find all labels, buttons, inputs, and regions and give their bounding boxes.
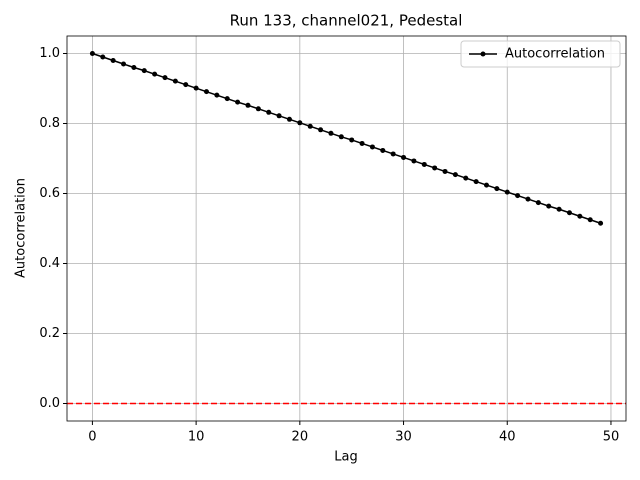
point — [535, 200, 541, 206]
x-tick-label: 30 — [395, 430, 412, 445]
point — [328, 130, 334, 136]
point — [473, 179, 479, 185]
point — [224, 96, 230, 102]
point — [369, 144, 375, 150]
point — [193, 85, 199, 91]
point — [286, 116, 292, 122]
point — [100, 54, 106, 60]
point — [162, 75, 168, 81]
legend-marker — [480, 51, 486, 57]
point — [245, 102, 251, 108]
point — [504, 189, 510, 195]
point — [297, 120, 303, 126]
x-axis-label: Lag — [334, 450, 357, 465]
x-tick-label: 50 — [603, 430, 620, 445]
point — [525, 196, 531, 202]
point — [546, 203, 552, 209]
chart-title: Run 133, channel021, Pedestal — [230, 12, 463, 30]
point — [131, 65, 137, 70]
point — [172, 78, 178, 84]
point — [442, 168, 448, 174]
point — [349, 137, 355, 143]
point — [587, 217, 593, 223]
point — [121, 61, 127, 67]
x-tick-label: 0 — [88, 430, 96, 445]
point — [577, 213, 583, 219]
point — [452, 172, 458, 178]
axes-frame — [66, 35, 627, 422]
y-axis-label: Autocorrelation — [14, 178, 29, 278]
x-tick-label: 20 — [292, 430, 309, 445]
point — [141, 68, 147, 74]
point — [214, 92, 220, 98]
point — [307, 123, 313, 129]
x-tick-label: 40 — [499, 430, 516, 445]
point — [463, 175, 469, 181]
y-tick-label: 0.8 — [39, 116, 60, 131]
point — [152, 71, 158, 77]
point — [235, 99, 241, 105]
point — [484, 182, 490, 188]
point — [401, 154, 407, 160]
point — [556, 206, 562, 212]
point — [421, 161, 427, 167]
point — [266, 109, 272, 115]
point — [255, 106, 261, 112]
y-tick-label: 1.0 — [39, 46, 60, 61]
point — [89, 51, 95, 56]
legend-box — [460, 40, 621, 68]
point — [203, 89, 209, 95]
point — [598, 220, 604, 226]
x-tick-label: 10 — [188, 430, 205, 445]
point — [276, 113, 282, 119]
point — [494, 186, 500, 192]
y-tick-label: 0.4 — [39, 256, 60, 271]
point — [515, 193, 521, 199]
point — [338, 134, 344, 140]
legend-label: Autocorrelation — [505, 47, 605, 62]
point — [318, 127, 324, 133]
point — [411, 158, 417, 164]
point — [380, 147, 386, 153]
point — [390, 151, 396, 157]
point — [183, 82, 189, 88]
point — [110, 58, 116, 63]
point — [359, 140, 365, 146]
y-tick-label: 0.6 — [39, 186, 60, 201]
point — [432, 165, 438, 171]
y-tick-label: 0.0 — [39, 396, 60, 411]
y-tick-label: 0.2 — [39, 326, 60, 341]
point — [566, 210, 572, 216]
